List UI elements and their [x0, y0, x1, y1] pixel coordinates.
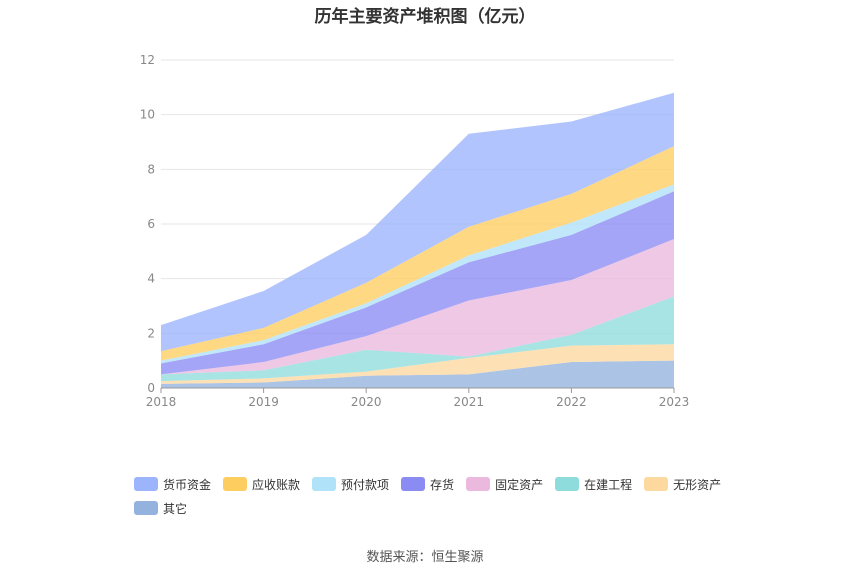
- legend-label: 无形资产: [673, 477, 722, 492]
- legend-label: 在建工程: [584, 477, 633, 492]
- area-4[interactable]: [161, 191, 674, 375]
- x-tick-label: 2021: [454, 395, 485, 409]
- legend-item[interactable]: 其它: [134, 496, 187, 520]
- legend-swatch: [466, 477, 491, 491]
- legend-label: 应收账款: [252, 477, 301, 492]
- area-1[interactable]: [161, 344, 674, 384]
- area-3[interactable]: [161, 239, 674, 375]
- legend-label: 固定资产: [495, 477, 544, 492]
- x-tick-label: 2018: [146, 395, 177, 409]
- legend-item[interactable]: 货币资金: [134, 472, 211, 496]
- y-tick-label: 0: [147, 381, 155, 395]
- legend-item[interactable]: 存货: [401, 472, 454, 496]
- area-series: [161, 92, 674, 388]
- y-tick-label: 4: [147, 272, 155, 286]
- y-tick-label: 8: [147, 162, 155, 176]
- area-7[interactable]: [161, 92, 674, 352]
- area-2[interactable]: [161, 296, 674, 382]
- legend-swatch: [134, 477, 158, 491]
- legend-label: 预付款项: [341, 477, 390, 492]
- x-tick-label: 2020: [351, 395, 382, 409]
- legend-swatch: [134, 501, 158, 515]
- legend-swatch: [223, 477, 248, 491]
- legend-label: 其它: [163, 501, 188, 516]
- legend-item[interactable]: 固定资产: [466, 472, 543, 496]
- legend-item[interactable]: 预付款项: [312, 472, 389, 496]
- axes: 0 2 4 6 8 10 12 2018 2019 2020 2021 2022 2023: [140, 53, 690, 409]
- x-tick-label: 2019: [248, 395, 279, 409]
- legend-swatch: [401, 477, 426, 491]
- legend-swatch: [555, 477, 580, 491]
- legend-item[interactable]: 无形资产: [644, 472, 721, 496]
- chart-title: 历年主要资产堆积图（亿元）: [314, 7, 536, 27]
- legend-label: 存货: [430, 477, 455, 492]
- data-source: 数据来源：恒生聚源: [366, 550, 484, 565]
- legend-item[interactable]: 应收账款: [223, 472, 300, 496]
- y-tick-label: 12: [140, 53, 155, 67]
- y-tick-label: 6: [147, 217, 155, 231]
- legend-swatch: [312, 477, 337, 491]
- legend-item[interactable]: 在建工程: [555, 472, 632, 496]
- area-0[interactable]: [161, 360, 674, 388]
- y-tick-label: 2: [147, 326, 155, 340]
- y-tick-label: 10: [140, 108, 155, 122]
- legend: 货币资金 应收账款 预付款项 存货 固定资产 在建工程 无形资产其它: [134, 472, 734, 520]
- x-tick-label: 2022: [556, 395, 587, 409]
- x-tick-label: 2023: [659, 395, 690, 409]
- legend-swatch: [644, 477, 669, 491]
- legend-label: 货币资金: [163, 477, 212, 492]
